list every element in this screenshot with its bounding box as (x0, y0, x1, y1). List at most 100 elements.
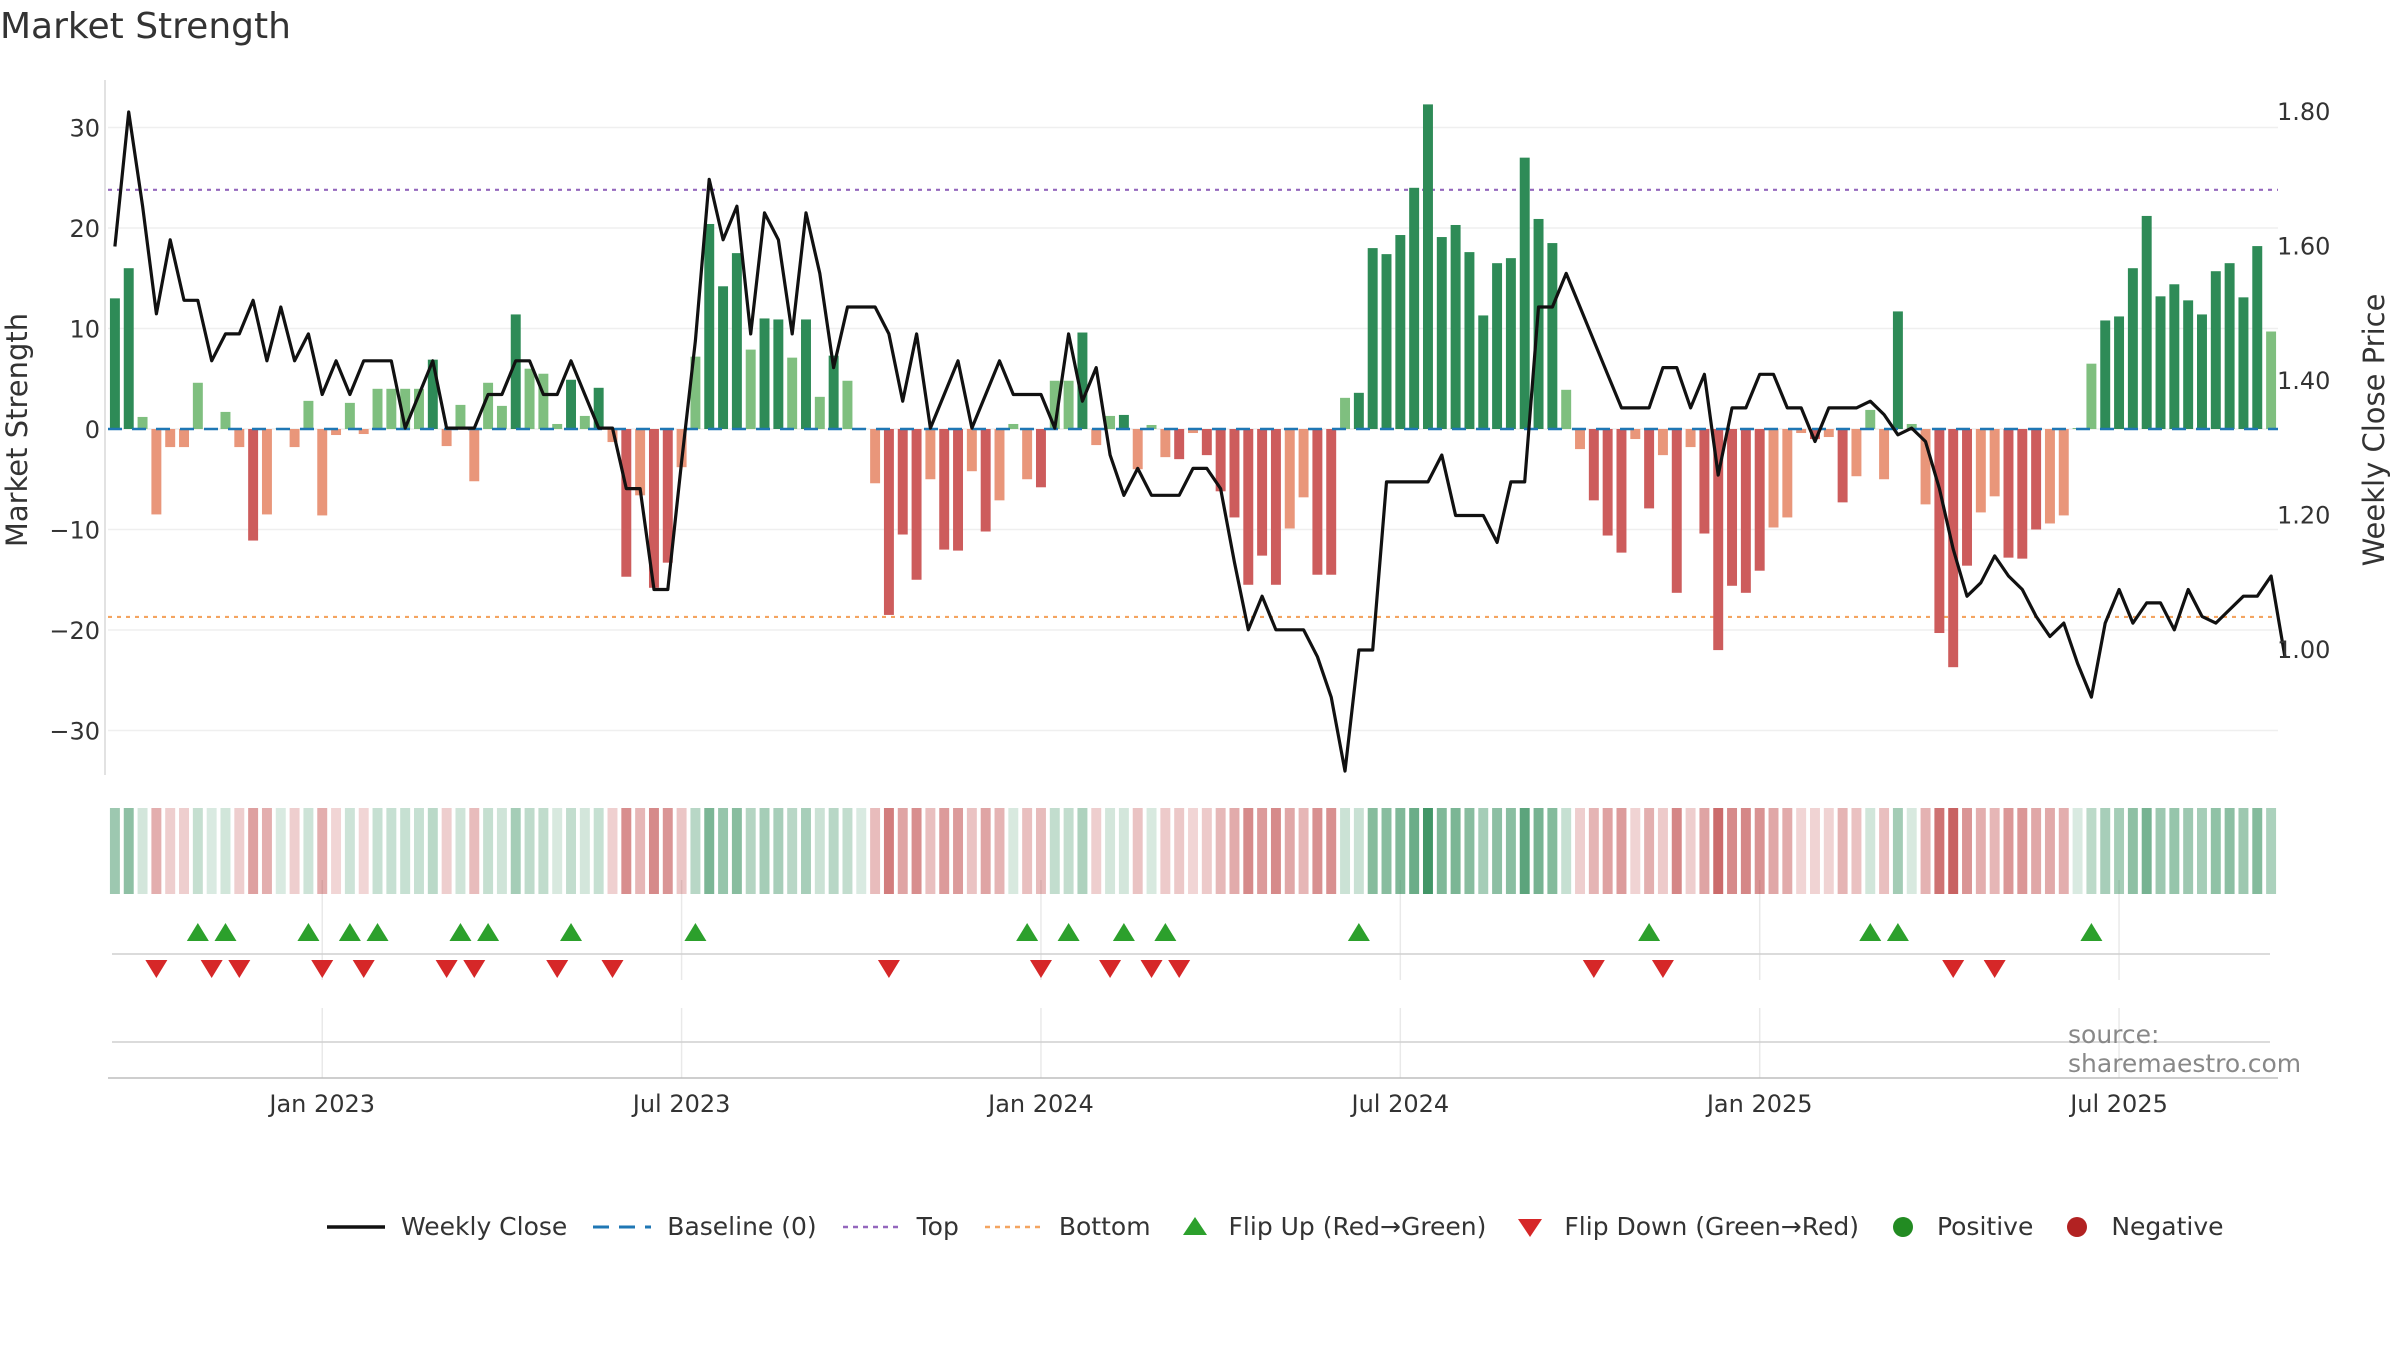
heatstrip-cell (1657, 808, 1668, 894)
heatstrip-cell (1837, 808, 1848, 894)
heatstrip-cell (966, 808, 977, 894)
flip-down-marker (601, 960, 624, 978)
heatstrip-cell (1975, 808, 1986, 894)
flip-down-marker (877, 960, 900, 978)
strength-bar (883, 429, 894, 615)
heatstrip-cell (289, 808, 300, 894)
flip-down-marker (1651, 960, 1674, 978)
strength-bar (2003, 429, 2014, 558)
strength-bar (1920, 429, 1931, 505)
heatstrip-cell (1685, 808, 1696, 894)
heatstrip-cell (386, 808, 397, 894)
strength-bar (745, 349, 756, 429)
strength-bar (1409, 187, 1420, 429)
strength-bar (704, 223, 715, 429)
strength-bar (248, 429, 259, 541)
axes: 30 20 10 0 −10 −20 −30 1.80 1.60 1.40 1.20 1.00 Jan … (0, 80, 2391, 1118)
heatstrip-cell (1962, 808, 1972, 894)
strength-bar (358, 429, 369, 435)
heatstrip-cell (1229, 808, 1240, 894)
heatstrip-cell (317, 808, 328, 894)
strength-bar (1657, 429, 1668, 456)
y-tick-label: −10 (49, 517, 100, 545)
strength-bar (787, 357, 798, 429)
strength-bar (2155, 296, 2166, 429)
heatstrip-cell (1533, 808, 1544, 894)
heatstrip-cell (662, 808, 673, 894)
strength-bar (1796, 429, 1807, 434)
heatstrip-cell (1022, 808, 1033, 894)
strength-bar (579, 415, 590, 429)
heatstrip-cell (1906, 808, 1917, 894)
strength-bar (2017, 429, 2028, 559)
strength-bar (1077, 332, 1088, 429)
heatstrip-cell (358, 808, 369, 894)
heatstrip-cell (179, 808, 189, 894)
x-tick-label: Jul 2025 (2068, 1090, 2168, 1118)
strength-bar (662, 429, 673, 563)
strength-bar (1257, 429, 1268, 556)
heatstrip-cell (801, 808, 811, 894)
dot-icon (2067, 1216, 2088, 1237)
legend-item-flip-up: Flip Up (Red→Green) (1175, 1212, 1486, 1241)
strength-bar (1091, 429, 1102, 446)
strength-bar (1754, 429, 1765, 571)
heatstrip-cell (745, 808, 756, 894)
strength-bar (331, 429, 342, 436)
heatstrip-cell (1588, 808, 1599, 894)
strength-bar (552, 423, 563, 429)
flip-down-marker (1983, 960, 2006, 978)
heatstrip-cell (469, 808, 480, 894)
strength-bar (1367, 248, 1378, 429)
strength-bar (2197, 314, 2207, 429)
heatstrip-cell (1602, 808, 1613, 894)
strength-bar (1602, 429, 1613, 536)
strength-bar (1727, 429, 1738, 586)
line-solid-icon (327, 1224, 385, 1229)
heatstrip-cell (400, 808, 411, 894)
heatstrip-cell (275, 808, 286, 894)
strength-bar (2238, 297, 2249, 429)
dot-icon (1892, 1216, 1913, 1237)
strength-bar (2100, 320, 2111, 429)
y2-tick-label: 1.60 (2277, 233, 2330, 261)
strength-bar (1105, 415, 1116, 429)
heatstrip-cell (2197, 808, 2207, 894)
strength-bar (801, 319, 811, 429)
heatstrip-cell (579, 808, 590, 894)
flip-markers (108, 923, 2278, 1079)
x-tick-label: Jan 2025 (1705, 1090, 1813, 1118)
heatstrip-cell (1492, 808, 1503, 894)
line-dotted-icon (842, 1225, 901, 1228)
heatstrip-cell (2086, 808, 2097, 894)
flip-down-marker (311, 960, 334, 978)
heatstrip-cell (2003, 808, 2014, 894)
strength-bar (1381, 254, 1392, 429)
strength-bar (234, 429, 245, 448)
legend-item-flip-down: Flip Down (Green→Red) (1510, 1212, 1859, 1241)
strength-bar (2224, 263, 2235, 429)
strength-bar (1713, 429, 1724, 651)
heatstrip-cell (2169, 808, 2180, 894)
heatstrip-cell (718, 808, 729, 894)
strength-bar (1340, 397, 1351, 429)
heatstrip-cell (261, 808, 272, 894)
heatstrip-cell (483, 808, 494, 894)
strength-bar (1188, 429, 1198, 434)
heatstrip-cell (1505, 808, 1516, 894)
y-tick-label: −20 (49, 617, 100, 645)
x-tick-label: Jul 2023 (631, 1090, 731, 1118)
flip-up-marker (1154, 923, 1177, 941)
strength-bar (1892, 311, 1903, 429)
heatstrip-cell (427, 808, 438, 894)
strength-bar (690, 356, 701, 429)
flip-up-marker (1057, 923, 1080, 941)
strength-bar (1630, 429, 1641, 440)
heatstrip-cell (1989, 808, 2000, 894)
strength-bar (372, 388, 383, 429)
heatstrip-cell (676, 808, 687, 894)
strength-bar (2086, 363, 2097, 429)
heatstrip-cell (2031, 808, 2042, 894)
flip-up-marker (1859, 923, 1882, 941)
